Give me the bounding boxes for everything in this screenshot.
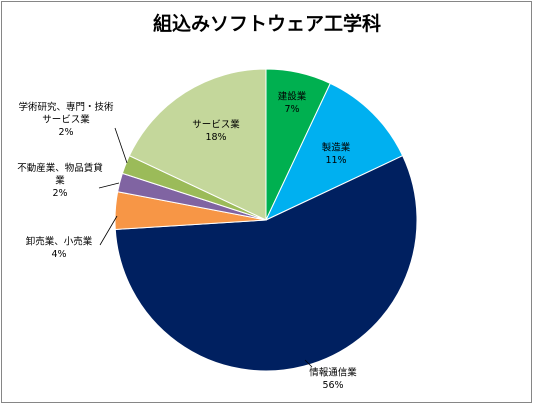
slice-labels: 建設業7%製造業11%情報通信業56%卸売業、小売業4%不動産業、物品賃貸業2%… <box>17 90 357 391</box>
slice-name-label-3: 情報通信業 <box>309 366 357 378</box>
slice-percent-label-7: 18% <box>205 132 226 143</box>
slice-name-label-4: 卸売業、小売業 <box>26 235 93 247</box>
leader-line-6 <box>114 127 128 164</box>
slice-name-label-7: サービス業 <box>192 118 240 130</box>
slice-name-label-2: 製造業 <box>322 141 351 153</box>
leader-lines <box>98 127 313 368</box>
leader-line-3 <box>304 359 313 368</box>
slice-percent-label-5: 2% <box>52 188 67 199</box>
slice-percent-label-2: 11% <box>325 155 346 166</box>
slice-name-label-6: サービス業 <box>42 114 90 126</box>
pie-slice-3 <box>114 155 418 372</box>
leader-line-5 <box>98 182 120 189</box>
slice-percent-label-3: 56% <box>322 380 343 391</box>
slice-name-label-5: 業 <box>55 175 65 187</box>
leader-line-4 <box>99 215 118 246</box>
slice-name-label-6: 学術研究、専門・技術 <box>18 101 114 113</box>
slice-name-label-5: 不動産業、物品賃貸 <box>17 162 103 174</box>
slice-percent-label-4: 4% <box>51 249 66 260</box>
pie-slice-7 <box>128 68 267 221</box>
pie-slice-2 <box>264 82 404 222</box>
slice-percent-label-1: 7% <box>284 104 299 115</box>
pie-slices <box>114 68 418 372</box>
slice-name-label-1: 建設業 <box>278 90 307 102</box>
chart-title: 組込みソフトウェア工学科 <box>153 12 381 35</box>
slice-percent-label-6: 2% <box>58 127 73 138</box>
